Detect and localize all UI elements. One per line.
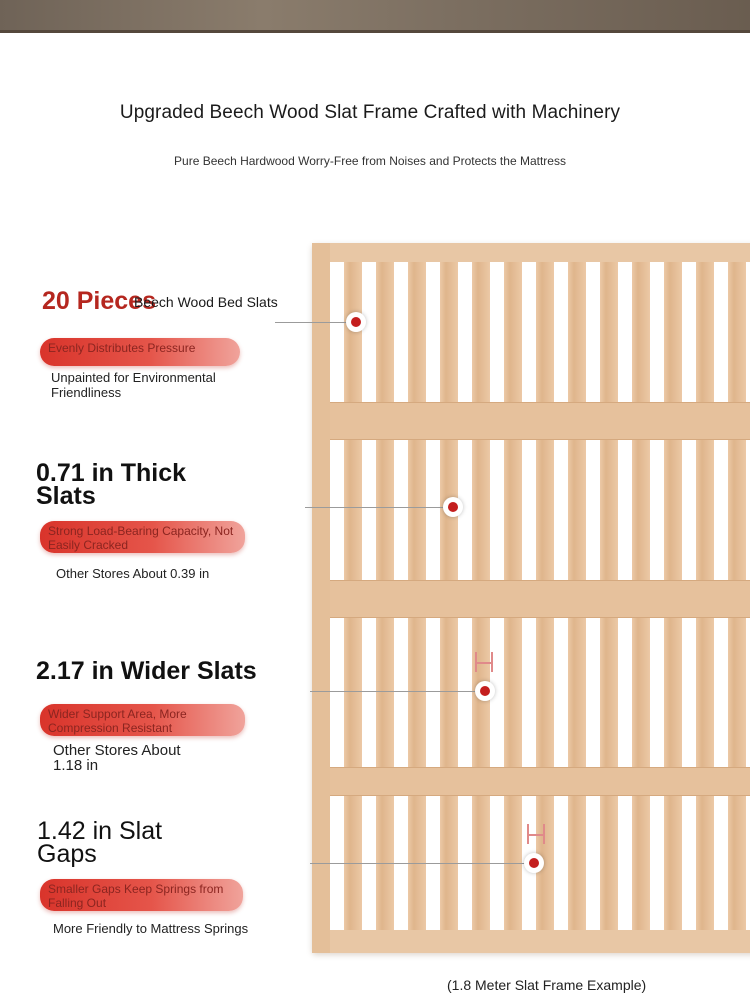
cross-rail-3 — [312, 767, 750, 796]
width-measure-icon — [475, 652, 493, 672]
feature-1-headline: 20 Pieces — [42, 287, 156, 315]
feature-2-benefit-pill: Strong Load-Bearing Capacity, Not Easily… — [40, 521, 245, 553]
feature-2-headline: 0.71 in Thick Slats — [36, 459, 187, 510]
feature-3-headline: 2.17 in Wider Slats — [36, 657, 257, 685]
feature-4-marker-dot — [524, 853, 544, 873]
feature-4-benefit-pill: Smaller Gaps Keep Springs from Falling O… — [40, 879, 243, 911]
slat-panel-2 — [330, 440, 750, 580]
feature-2-leader-line — [305, 507, 445, 508]
left-stile — [312, 243, 330, 953]
feature-4-leader-line — [310, 863, 526, 864]
slat-panel-1 — [330, 262, 750, 402]
feature-2-note: Other Stores About 0.39 in — [56, 566, 210, 581]
top-photo-banner — [0, 0, 750, 33]
feature-3-marker-dot — [475, 681, 495, 701]
page-subtitle: Pure Beech Hardwood Worry-Free from Nois… — [174, 154, 566, 168]
feature-1-headline-suffix: Beech Wood Bed Slats — [134, 294, 278, 310]
slat-panel-3 — [330, 617, 750, 767]
feature-3-note: Other Stores About 1.18 in — [53, 742, 181, 774]
feature-3-benefit-pill: Wider Support Area, More Compression Res… — [40, 704, 245, 736]
feature-4-headline: 1.42 in Slat Gaps — [37, 817, 163, 868]
cross-rail-1 — [312, 402, 750, 440]
feature-3-leader-line — [310, 691, 477, 692]
feature-2-marker-dot — [443, 497, 463, 517]
feature-1-marker-dot — [346, 312, 366, 332]
gap-measure-icon — [527, 824, 545, 844]
feature-1-leader-line — [275, 322, 347, 323]
feature-1-note: Unpainted for Environmental Friendliness — [51, 370, 216, 400]
feature-1-benefit-pill: Evenly Distributes Pressure — [40, 338, 240, 366]
cross-rail-2 — [312, 580, 750, 618]
feature-4-note: More Friendly to Mattress Springs — [53, 921, 249, 936]
image-caption: (1.8 Meter Slat Frame Example) — [447, 977, 647, 993]
page-title: Upgraded Beech Wood Slat Frame Crafted w… — [119, 102, 621, 123]
